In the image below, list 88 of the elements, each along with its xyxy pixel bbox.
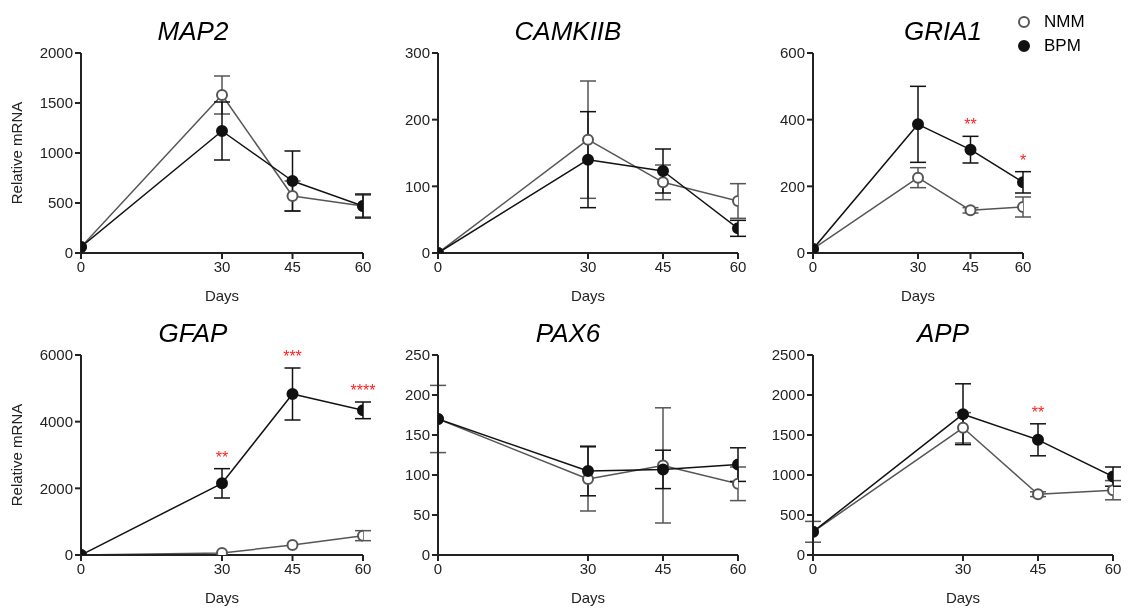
- point: [286, 539, 299, 551]
- x-axis-title: Days: [570, 589, 606, 606]
- y-tick-label: 1000: [39, 144, 73, 162]
- x-axis-title: Days: [570, 287, 606, 304]
- x-tick-label: 30: [213, 257, 231, 275]
- x-tick-label: 30: [954, 559, 972, 577]
- point: [286, 388, 299, 400]
- chart-title: PAX6: [535, 318, 601, 348]
- chart-title: MAP2: [157, 16, 229, 46]
- y-tick-label: 2000: [39, 479, 73, 497]
- y-tick-label: 200: [779, 177, 805, 195]
- x-axis-title: Days: [204, 589, 240, 606]
- y-tick-label: 0: [64, 244, 73, 262]
- x-tick-label: 45: [962, 257, 979, 275]
- y-tick-label: 600: [779, 44, 805, 62]
- y-tick-label: 1000: [771, 466, 805, 484]
- x-tick-label: 60: [729, 257, 747, 275]
- y-tick-label: 1500: [771, 426, 805, 444]
- point: [957, 421, 969, 434]
- y-axis-title: Relative mRNA: [8, 101, 26, 205]
- x-tick-label: 30: [213, 559, 231, 577]
- x-tick-label: 60: [729, 559, 747, 577]
- y-tick-label: 6000: [39, 346, 73, 364]
- y-tick-label: 2500: [771, 346, 805, 364]
- y-tick-label: 0: [796, 546, 805, 564]
- x-tick-label: 0: [808, 257, 818, 275]
- y-tick-label: 0: [421, 244, 430, 262]
- chart-title: GRIA1: [903, 16, 983, 46]
- y-tick-label: 4000: [39, 412, 73, 430]
- x-tick-label: 60: [354, 257, 372, 275]
- x-tick-label: 30: [579, 257, 597, 275]
- x-tick-label: 60: [354, 559, 372, 577]
- point: [912, 171, 924, 184]
- y-tick-label: 200: [404, 386, 430, 404]
- y-tick-label: 250: [404, 346, 430, 364]
- x-tick-label: 45: [654, 257, 672, 275]
- chart-title: APP: [916, 318, 970, 348]
- x-tick-label: 45: [284, 257, 301, 275]
- y-tick-label: 50: [413, 506, 430, 524]
- point: [216, 89, 228, 101]
- point: [582, 133, 594, 146]
- x-tick-label: 0: [433, 559, 443, 577]
- y-tick-label: 1500: [39, 94, 73, 112]
- y-axis-title: Relative mRNA: [8, 403, 26, 507]
- y-tick-label: 400: [779, 110, 805, 128]
- point: [286, 190, 299, 202]
- x-tick-label: 0: [76, 559, 86, 577]
- y-tick-label: 200: [404, 110, 430, 128]
- point: [582, 153, 594, 166]
- y-tick-label: 100: [404, 466, 430, 484]
- point: [964, 204, 977, 217]
- annotation: **: [964, 116, 977, 134]
- point: [1032, 488, 1044, 501]
- legend-label: BPM: [1044, 35, 1081, 57]
- y-tick-label: 500: [47, 194, 73, 212]
- y-tick-label: 150: [404, 426, 430, 444]
- chart-title: CAMKIIB: [514, 16, 622, 46]
- x-tick-label: 0: [808, 559, 818, 577]
- x-tick-label: 45: [284, 559, 301, 577]
- x-tick-label: 45: [1029, 559, 1047, 577]
- x-tick-label: 60: [1014, 257, 1032, 275]
- annotation: ***: [283, 348, 302, 365]
- annotation: **: [215, 448, 229, 466]
- x-tick-label: 30: [579, 559, 597, 577]
- x-tick-label: 45: [654, 559, 672, 577]
- annotation: *: [1019, 151, 1027, 169]
- point: [657, 165, 669, 177]
- y-tick-label: 100: [404, 177, 430, 195]
- x-axis-title: Days: [945, 589, 981, 606]
- chart-title: GFAP: [158, 318, 228, 348]
- x-tick-label: 0: [76, 257, 86, 275]
- x-tick-label: 0: [433, 257, 443, 275]
- y-tick-label: 500: [779, 506, 805, 524]
- y-tick-label: 2000: [39, 44, 73, 62]
- y-tick-label: 2000: [771, 386, 805, 404]
- x-axis-title: Days: [204, 287, 240, 304]
- y-tick-label: 0: [796, 244, 805, 262]
- annotation: **: [1031, 403, 1045, 421]
- legend-label: NMM: [1044, 11, 1085, 33]
- y-tick-label: 300: [404, 44, 430, 62]
- y-tick-label: 0: [64, 546, 73, 564]
- x-tick-label: 30: [909, 257, 927, 275]
- point: [657, 176, 669, 189]
- annotation: ****: [350, 382, 376, 399]
- x-tick-label: 60: [1104, 559, 1122, 577]
- point: [216, 477, 228, 490]
- x-axis-title: Days: [900, 287, 936, 304]
- y-tick-label: 0: [421, 546, 430, 564]
